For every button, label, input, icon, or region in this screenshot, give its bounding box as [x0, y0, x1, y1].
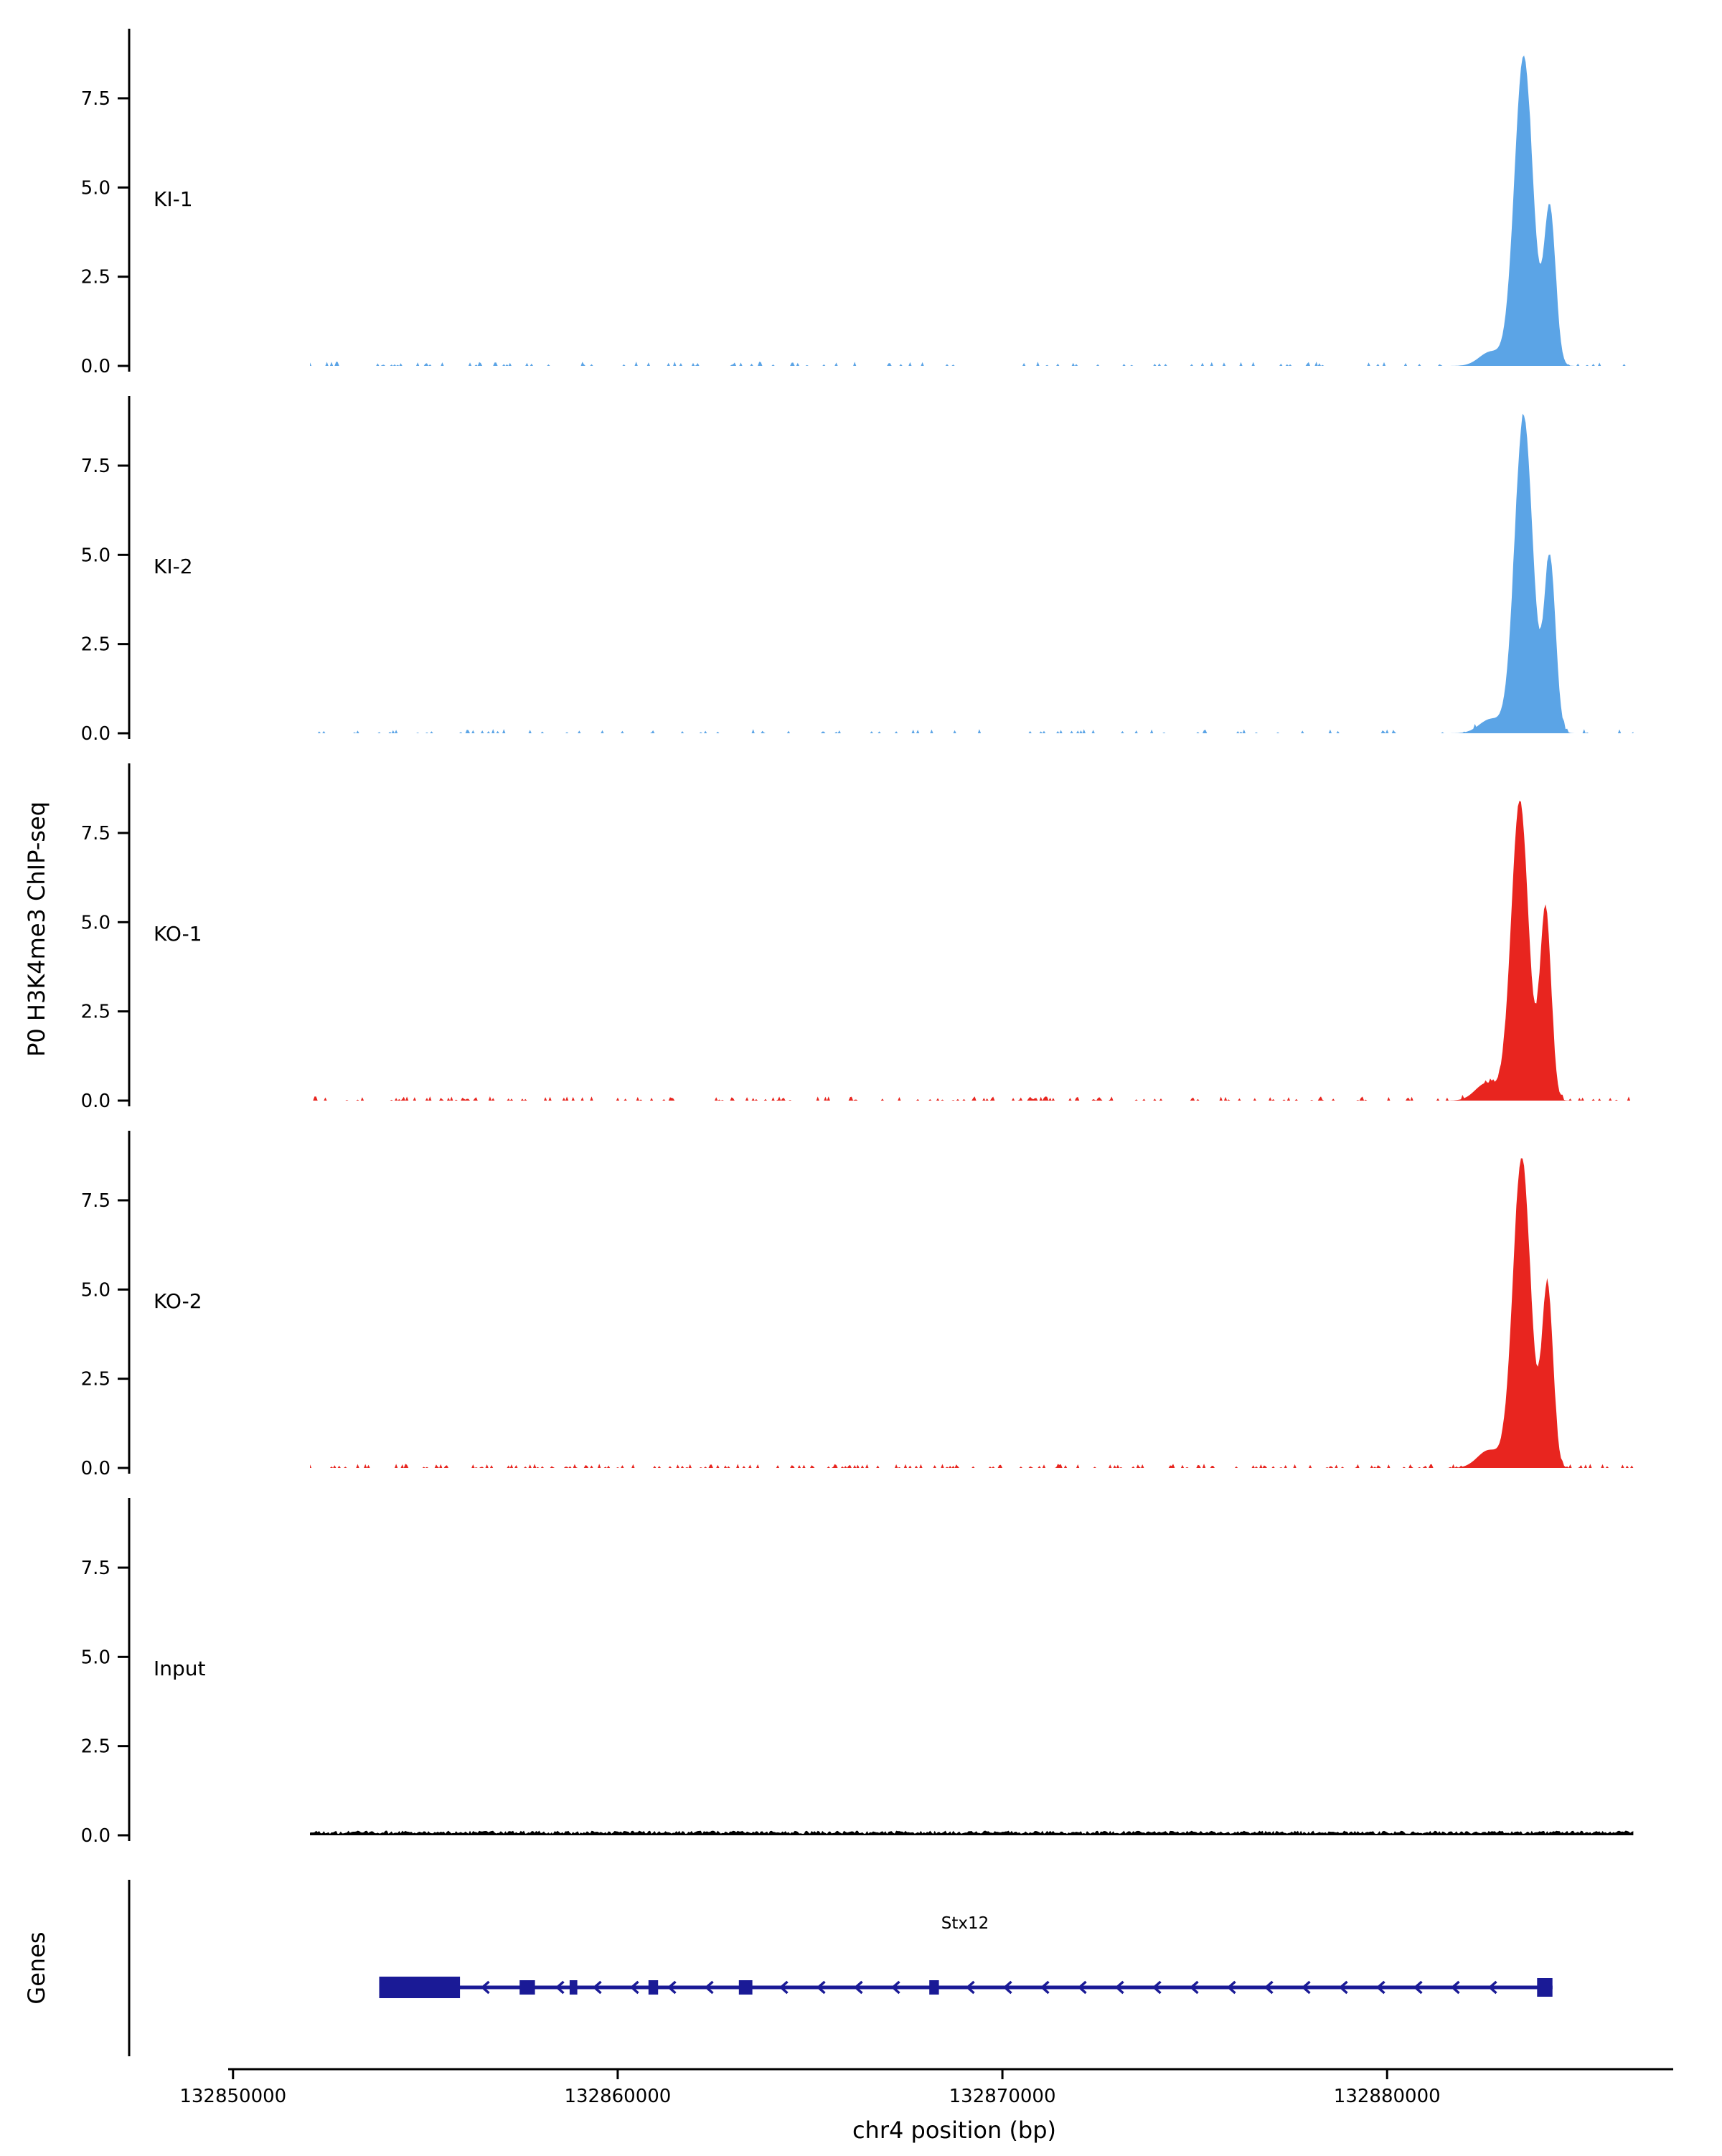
- genes-axis-title: Genes: [23, 1931, 50, 2004]
- strand-arrow-left: [1375, 1980, 1385, 1995]
- y-axis-tick-label: 0.0: [81, 1091, 110, 1112]
- x-axis-tick-label: 132860000: [564, 2086, 671, 2107]
- strand-arrow-left: [1264, 1980, 1274, 1995]
- signal-track-ko-2: 0.0 2.5 5.0 7.5 KO-2: [81, 1131, 1634, 1479]
- y-axis-tick-label: 0.0: [81, 356, 110, 377]
- y-axis-tick-label: 7.5: [81, 1190, 110, 1212]
- y-axis-tick-label: 7.5: [81, 1558, 110, 1579]
- strand-arrow-left: [1226, 1980, 1236, 1995]
- x-axis-title: chr4 position (bp): [852, 2117, 1056, 2144]
- x-axis-tick-label: 132850000: [179, 2086, 286, 2107]
- y-axis-tick-label: 5.0: [81, 177, 110, 199]
- track-label: Input: [154, 1657, 206, 1680]
- strand-arrow-left: [1413, 1980, 1423, 1995]
- exon: [929, 1980, 939, 1995]
- genes-track: [128, 1880, 1553, 2056]
- signal-area: [310, 1830, 1634, 1835]
- y-axis-tick-label: 0.0: [81, 723, 110, 745]
- strand-arrow-left: [704, 1980, 714, 1995]
- strand-arrow-left: [1301, 1980, 1311, 1995]
- x-axis-tick-label: 132870000: [949, 2086, 1056, 2107]
- strand-arrow-left: [778, 1980, 789, 1995]
- strand-arrow-left: [1450, 1980, 1460, 1995]
- strand-arrow-left: [1114, 1980, 1124, 1995]
- strand-arrow-left: [667, 1980, 677, 1995]
- y-axis-tick-label: 0.0: [81, 1458, 110, 1479]
- exon: [569, 1980, 578, 1995]
- exon: [648, 1980, 659, 1995]
- y-axis-tick-label: 5.0: [81, 1279, 110, 1301]
- track-label: KO-1: [154, 922, 202, 946]
- strand-arrow-left: [1338, 1980, 1348, 1995]
- strand-arrow-left: [1487, 1980, 1497, 1995]
- track-label: KO-2: [154, 1289, 202, 1313]
- y-axis-tick-label: 7.5: [81, 823, 110, 844]
- strand-arrow-left: [965, 1980, 975, 1995]
- strand-arrow-left: [592, 1980, 602, 1995]
- exon: [519, 1980, 535, 1995]
- exon: [738, 1980, 753, 1995]
- strand-arrow-left: [1152, 1980, 1162, 1995]
- y-axis-title: P0 H3K4me3 ChIP-seq: [23, 801, 50, 1057]
- strand-arrow-left: [890, 1980, 900, 1995]
- strand-arrow-left: [1040, 1980, 1050, 1995]
- strand-arrow-left: [1189, 1980, 1199, 1995]
- signal-track-ki-2: 0.0 2.5 5.0 7.5 KI-2: [81, 396, 1634, 745]
- signal-track-ko-1: 0.0 2.5 5.0 7.5 KO-1: [81, 763, 1634, 1112]
- strand-arrow-left: [555, 1980, 565, 1995]
- y-axis-tick-label: 2.5: [81, 1369, 110, 1390]
- gene-name-label: Stx12: [941, 1914, 989, 1933]
- strand-arrow-left: [1002, 1980, 1012, 1995]
- x-axis-tick-label: 132880000: [1334, 2086, 1441, 2107]
- strand-arrow-left: [480, 1980, 490, 1995]
- y-axis-tick-label: 0.0: [81, 1825, 110, 1847]
- y-axis-tick-label: 2.5: [81, 634, 110, 656]
- signal-tracks: 0.0 2.5 5.0 7.5 KI-1 0.0 2.5 5.0 7.5 KI-2 0.0 2.5 5.…: [81, 29, 1634, 1847]
- strand-arrow-left: [816, 1980, 826, 1995]
- strand-arrow-left: [629, 1980, 639, 1995]
- y-axis-tick-label: 5.0: [81, 1647, 110, 1668]
- signal-track-input: 0.0 2.5 5.0 7.5 Input: [81, 1498, 1634, 1847]
- signal-area: [310, 1158, 1634, 1468]
- y-axis-tick-label: 7.5: [81, 456, 110, 477]
- signal-area: [310, 801, 1634, 1101]
- y-axis-tick-label: 5.0: [81, 912, 110, 933]
- track-label: KI-2: [154, 555, 193, 578]
- signal-area: [310, 413, 1634, 733]
- signal-area: [310, 55, 1634, 367]
- y-axis-tick-label: 2.5: [81, 1002, 110, 1023]
- strand-arrow-left: [1077, 1980, 1087, 1995]
- y-axis-tick-label: 2.5: [81, 267, 110, 288]
- y-axis-tick-label: 7.5: [81, 88, 110, 110]
- x-axis: 132850000 132860000 132870000 132880000: [179, 2068, 1673, 2107]
- exon: [379, 1977, 461, 1998]
- strand-arrow-left: [853, 1980, 863, 1995]
- track-label: KI-1: [154, 187, 193, 211]
- signal-track-ki-1: 0.0 2.5 5.0 7.5 KI-1: [81, 29, 1634, 377]
- y-axis-tick-label: 5.0: [81, 545, 110, 566]
- y-axis-tick-label: 2.5: [81, 1736, 110, 1758]
- exon: [1537, 1978, 1553, 1997]
